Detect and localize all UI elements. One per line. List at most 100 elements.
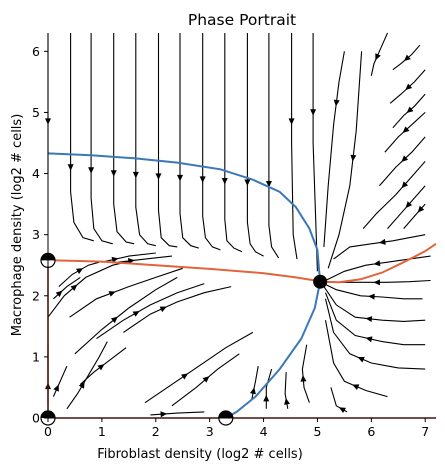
streamline-arrow-12	[310, 109, 317, 116]
streamline-arrow-50	[181, 373, 189, 380]
streamline-31	[324, 320, 388, 398]
streamline-12	[312, 33, 318, 272]
streamline-arrow-47	[111, 256, 119, 263]
x-axis-label: Fibroblast density (log2 # cells)	[97, 447, 303, 462]
y-axis-label: Macrophage density (log2 # cells)	[10, 114, 25, 337]
streamline-46	[53, 276, 81, 300]
streamline-5	[157, 33, 178, 248]
streamline-arrow-14	[350, 154, 357, 162]
streamline-21	[362, 160, 426, 229]
streamline-arrow-5	[155, 173, 162, 180]
streamline-arrow-44	[108, 291, 116, 297]
y-tick-label: 4	[32, 166, 40, 181]
streamline-arrow-3	[110, 170, 117, 177]
y-tick-label: 0	[32, 411, 40, 426]
curve-orange-1	[47, 242, 437, 284]
streamline-33	[301, 344, 310, 403]
streamline-arrow-42	[132, 310, 140, 317]
streamline-15	[370, 32, 389, 76]
streamline-28	[323, 286, 426, 322]
streamline-arrow-7	[199, 176, 206, 183]
streamline-19	[384, 111, 426, 153]
streamline-arrow-1	[67, 164, 74, 171]
streamline-arrow-17	[405, 83, 413, 91]
streamline-arrow-33	[300, 375, 307, 382]
streamline-29	[324, 292, 426, 346]
streamline-arrow-22	[405, 201, 413, 209]
streamline-6	[179, 33, 200, 249]
streamline-arrow-27	[368, 293, 375, 300]
streamline-41	[74, 276, 178, 355]
streamline-9	[246, 33, 264, 257]
streamline-23	[403, 203, 426, 229]
streamline-25	[325, 255, 431, 281]
streamline-11	[291, 33, 298, 260]
streamline-arrow-49	[76, 268, 84, 275]
streamline-arrow-19	[402, 126, 410, 133]
streamline-arrow-34	[284, 397, 290, 405]
streamline-arrow-25	[373, 260, 381, 267]
streamline-30	[324, 298, 426, 370]
streamline-24	[333, 234, 426, 260]
plot-area	[40, 32, 437, 426]
y-axis-ticks: 0 1 2 3 4 5 6	[32, 44, 48, 426]
streamline-43	[123, 286, 232, 333]
fixed-point-stable	[313, 274, 328, 289]
streamline-arrow-38	[53, 384, 59, 392]
x-axis-ticks: 0 1 2 3 4 5 6 7	[44, 418, 429, 439]
streamline-39	[66, 341, 108, 410]
x-tick-label: 2	[152, 424, 160, 439]
streamline-arrow-32	[338, 407, 347, 414]
y-tick-label: 5	[32, 105, 40, 120]
streamline-13	[323, 51, 345, 247]
streamline-1	[70, 33, 94, 242]
streamline-arrow-31	[352, 384, 360, 390]
y-tick-label: 2	[32, 288, 40, 303]
x-tick-label: 3	[206, 424, 214, 439]
streamline-arrow-21	[401, 181, 409, 189]
streamline-arrow-15	[375, 53, 381, 61]
streamline-arrow-39	[78, 381, 85, 389]
streamline-52	[150, 411, 205, 416]
streamline-3	[113, 33, 135, 245]
streamline-arrow-30	[357, 356, 365, 363]
x-tick-label: 1	[98, 424, 106, 439]
chart-title: Phase Portrait	[188, 11, 296, 29]
streamline-arrow-28	[365, 316, 373, 323]
streamline-arrow-36	[249, 387, 256, 395]
streamline-arrow-16	[403, 54, 411, 62]
streamline-10	[268, 33, 280, 259]
y-tick-label: 3	[32, 227, 40, 242]
streamline-48	[118, 255, 172, 263]
streamline-8	[224, 33, 243, 253]
streamline-7	[202, 33, 221, 251]
streamline-arrow-10	[265, 181, 272, 188]
streamline-50	[144, 331, 254, 404]
streamline-42	[96, 283, 205, 340]
x-tick-label: 5	[313, 424, 321, 439]
streamline-arrow-46	[55, 290, 63, 298]
streamline-4	[135, 33, 156, 247]
x-tick-label: 6	[367, 424, 375, 439]
streamline-45	[47, 259, 135, 318]
streamline-arrow-9	[244, 179, 251, 186]
y-tick-label: 1	[32, 349, 40, 364]
streamline-arrow-26	[373, 279, 380, 286]
streamline-arrow-23	[417, 205, 425, 213]
streamline-arrow-29	[365, 336, 373, 343]
curve-blue-0	[47, 152, 322, 419]
streamline-arrow-4	[132, 171, 139, 179]
streamline-arrow-52	[160, 411, 168, 418]
streamline-35	[265, 368, 273, 409]
streamline-arrow-43	[159, 306, 167, 313]
x-tick-label: 7	[421, 424, 429, 439]
streamline-arrow-40	[97, 364, 105, 371]
streamline-arrow-6	[177, 174, 184, 182]
streamline-arrow-51	[202, 376, 210, 383]
streamline-arrow-13	[333, 99, 340, 107]
x-tick-label: 0	[44, 424, 52, 439]
x-tick-label: 4	[260, 424, 268, 439]
streamline-2	[90, 33, 113, 245]
streamline-arrow-41	[110, 316, 118, 324]
